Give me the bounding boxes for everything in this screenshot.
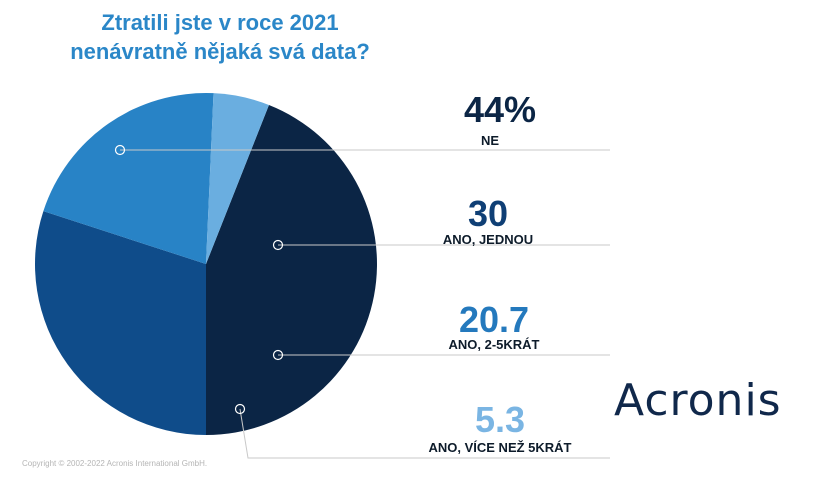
copyright-text: Copyright © 2002-2022 Acronis Internatio…	[22, 459, 208, 468]
slice-label-ano-jednou: ANO, JEDNOU	[442, 232, 534, 247]
title-line-2: nenávratně nějaká svá data?	[70, 39, 370, 64]
slice-value-ne: 44%	[463, 89, 537, 130]
title-line-1: Ztratili jste v roce 2021	[101, 10, 339, 35]
slice-label-ano-2-5krat: ANO, 2-5KRÁT	[448, 337, 540, 352]
leader-marker	[272, 349, 284, 361]
slice-label-ano-vice-nez-5krat: ANO, VÍCE NEŽ 5KRÁT	[428, 440, 572, 455]
slice-value-ano-vice-nez-5krat: 5.3	[474, 399, 526, 440]
slice-ano-2-5krat	[43, 92, 214, 264]
slice-ano-jednou	[34, 211, 206, 435]
slice-ano-vice-nez-5krat	[206, 93, 269, 264]
leader-line	[239, 408, 610, 459]
chart-title: Ztratili jste v roce 2021 nenávratně něj…	[40, 8, 400, 66]
leader-marker	[234, 403, 246, 415]
slice-value-ano-jednou: 30	[467, 193, 509, 234]
acronis-logo: Acronis	[614, 375, 782, 426]
slice-label-ne: NE	[480, 133, 500, 148]
slice-value-ano-2-5krat: 20.7	[458, 299, 530, 340]
leader-marker	[272, 239, 284, 251]
leader-marker	[114, 144, 126, 156]
slice-ne	[206, 105, 378, 435]
